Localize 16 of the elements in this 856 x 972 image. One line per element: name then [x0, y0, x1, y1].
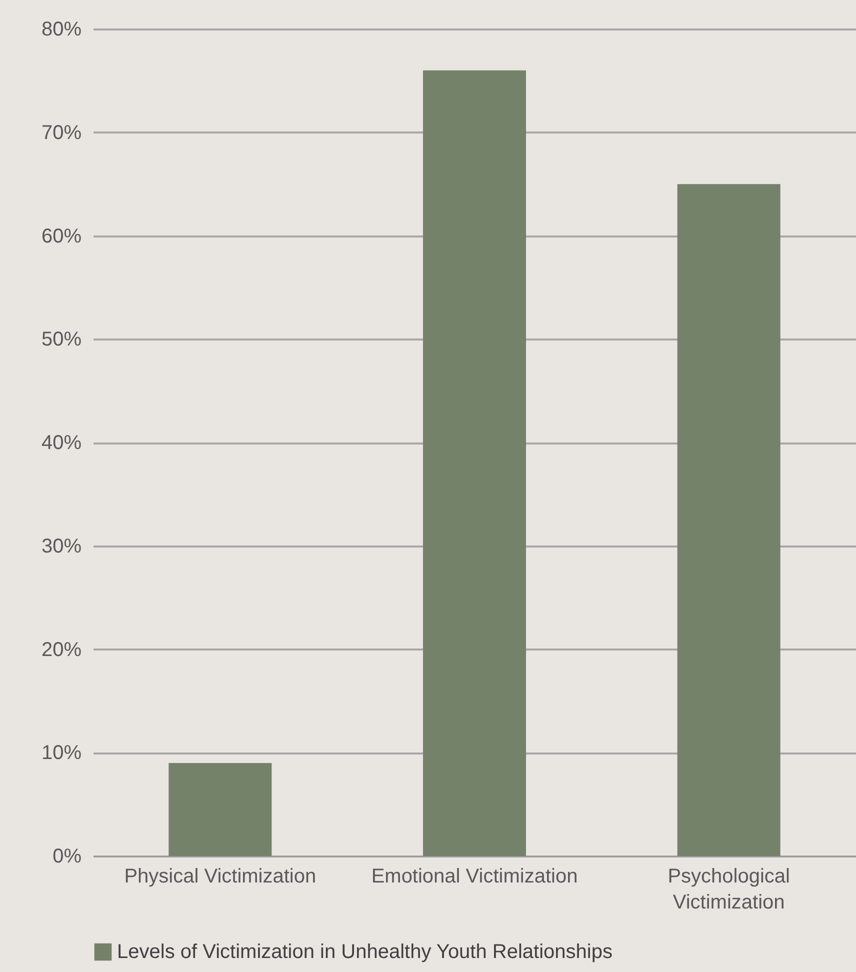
bar: [423, 70, 526, 856]
y-tick-label: 30%: [41, 535, 82, 558]
bar: [168, 762, 272, 856]
y-tick-label: 10%: [41, 742, 82, 764]
x-tick-label: Physical Victimization: [124, 866, 316, 888]
y-tick-label: 80%: [41, 18, 82, 40]
legend-label: Levels of Victimization in Unhealthy Youth Relationships: [117, 941, 612, 963]
y-tick-label: 20%: [41, 638, 82, 661]
y-tick-label: 70%: [41, 122, 82, 144]
y-tick-label: 0%: [52, 846, 82, 868]
y-tick-label: 40%: [41, 432, 82, 454]
x-tick-label: Emotional Victimization: [371, 866, 578, 888]
x-tick-label: Psychological Victimization: [668, 866, 790, 914]
y-tick-label: 50%: [41, 328, 82, 351]
y-tick-label: 60%: [41, 225, 82, 248]
bar: [677, 184, 780, 856]
